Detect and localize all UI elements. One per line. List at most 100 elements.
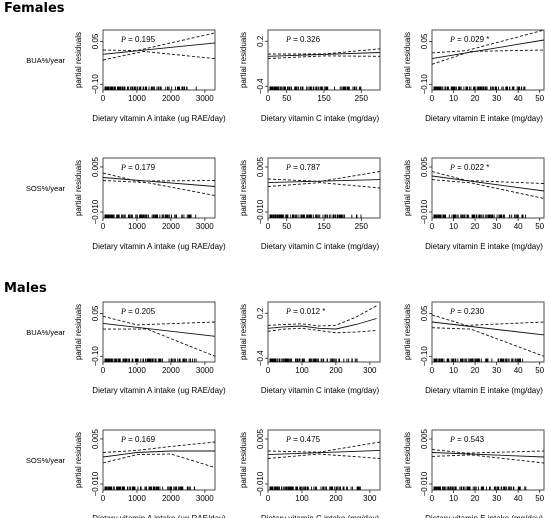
y-tick-label: −0.10 [420,346,429,367]
x-tick-label: 1000 [128,222,146,231]
x-tick-label: 0 [101,222,106,231]
y-tick-label: 0.05 [420,305,429,321]
panel-females-bua-vitC: 0 50 150 250 −0.4 0.2 partial residuals Dietary… [239,29,381,123]
panel-females-bua-vitE: 0 10 20 30 40 50 −0.10 0.05 partial residuals Die… [403,29,545,123]
y-axis-label: partial residuals [403,32,412,88]
y-tick-label: −0.10 [91,346,100,367]
plot-frame [102,29,216,91]
x-tick-label: 0 [430,94,435,103]
fit-line [431,175,545,192]
plot-frame [267,29,381,91]
rug [104,214,197,218]
p-value: P = 0.022 * [449,163,489,172]
upper-ci-line [102,441,216,453]
x-axis-label: Dietary vitamin A intake (ug RAE/day) [92,242,226,251]
y-axis-label: partial residuals [403,432,412,488]
row-label: SOS%/year [26,456,66,465]
fit-line [267,449,381,456]
x-tick-label: 100 [295,494,309,503]
lower-ci-line [267,182,381,189]
panel-females-bua-vitA: 0 1000 2000 3000 −0.10 0.05 partial residuals B… [26,29,226,123]
p-value: P = 0.029 * [449,35,489,44]
rug [433,86,526,90]
x-tick-label: 2000 [162,494,180,503]
upper-ci-line [431,29,545,54]
x-tick-label: 200 [329,366,343,375]
plot-frame [431,429,545,491]
p-value: P = 0.230 [449,307,485,316]
p-value: P = 0.179 [120,163,156,172]
y-axis-label: partial residuals [403,160,412,216]
x-tick-label: 50 [535,494,544,503]
p-value: P = 0.326 [285,35,321,44]
fit-line [431,452,545,458]
y-axis-label: partial residuals [74,432,83,488]
x-tick-label: 0 [430,222,435,231]
upper-ci-line [431,314,545,326]
plot-frame [267,157,381,219]
y-tick-label: 0.05 [420,33,429,49]
lower-ci-line [431,454,545,464]
x-tick-label: 3000 [196,94,214,103]
y-axis-label: partial residuals [239,432,248,488]
y-tick-label: 0.005 [256,156,265,177]
x-tick-label: 2000 [162,366,180,375]
x-axis-label: Dietary vitamin A intake (ug RAE/day) [92,514,226,518]
x-tick-label: 200 [329,494,343,503]
rug [269,214,362,218]
y-tick-label: −0.010 [256,471,265,496]
y-tick-label: 0.005 [91,156,100,177]
y-tick-label: 0.005 [420,156,429,177]
y-tick-label: 0.05 [91,305,100,321]
x-axis-label: Dietary vitamin E intake (mg/day) [425,242,543,251]
x-tick-label: 0 [430,494,435,503]
lower-ci-line [431,179,545,199]
x-axis-label: Dietary vitamin E intake (mg/day) [425,514,543,518]
x-tick-label: 20 [471,494,480,503]
y-axis-label: partial residuals [239,304,248,360]
y-tick-label: −0.10 [91,74,100,95]
lower-ci-line [267,327,377,334]
x-tick-label: 150 [317,222,331,231]
p-value: P = 0.205 [120,307,156,316]
y-tick-label: −0.4 [256,78,265,94]
section-title: Females [4,1,65,16]
lower-ci-line [103,328,216,357]
panel-males-sos-vitE: 0 10 20 30 40 50 −0.010 0.005 partial residuals D… [403,428,545,518]
panel-males-bua-vitC: 0 100 200 300 −0.4 0.2 partial residuals Dietar… [239,301,381,395]
x-tick-label: 1000 [128,366,146,375]
fit-line [431,39,545,60]
x-tick-label: 30 [492,494,501,503]
y-tick-label: 0.005 [91,428,100,449]
x-tick-label: 20 [471,94,480,103]
y-tick-label: −0.010 [91,471,100,496]
row-label: BUA%/year [26,328,65,337]
upper-ci-line [431,171,545,184]
row-label: BUA%/year [26,56,65,65]
x-tick-label: 20 [471,366,480,375]
plot-frame [267,429,381,491]
x-tick-label: 0 [430,366,435,375]
y-tick-label: 0.05 [91,33,100,49]
p-value: P = 0.195 [120,35,156,44]
x-tick-label: 30 [492,366,501,375]
lower-ci-line [102,180,216,196]
x-axis-label: Dietary vitamin C intake (mg/day) [261,242,380,251]
x-axis-label: Dietary vitamin C intake (mg/day) [261,386,380,395]
upper-ci-line [102,172,216,182]
x-tick-label: 0 [266,366,271,375]
x-tick-label: 10 [449,366,458,375]
fit-line [267,179,381,184]
fit-line [102,322,216,337]
p-value: P = 0.787 [285,163,321,172]
y-axis-label: partial residuals [74,32,83,88]
x-tick-label: 10 [449,494,458,503]
x-tick-label: 300 [363,366,377,375]
x-tick-label: 40 [514,222,523,231]
p-value: P = 0.169 [120,435,156,444]
y-tick-label: 0.2 [256,35,265,47]
y-tick-label: −0.010 [420,471,429,496]
rug [104,486,195,490]
x-tick-label: 300 [363,494,377,503]
